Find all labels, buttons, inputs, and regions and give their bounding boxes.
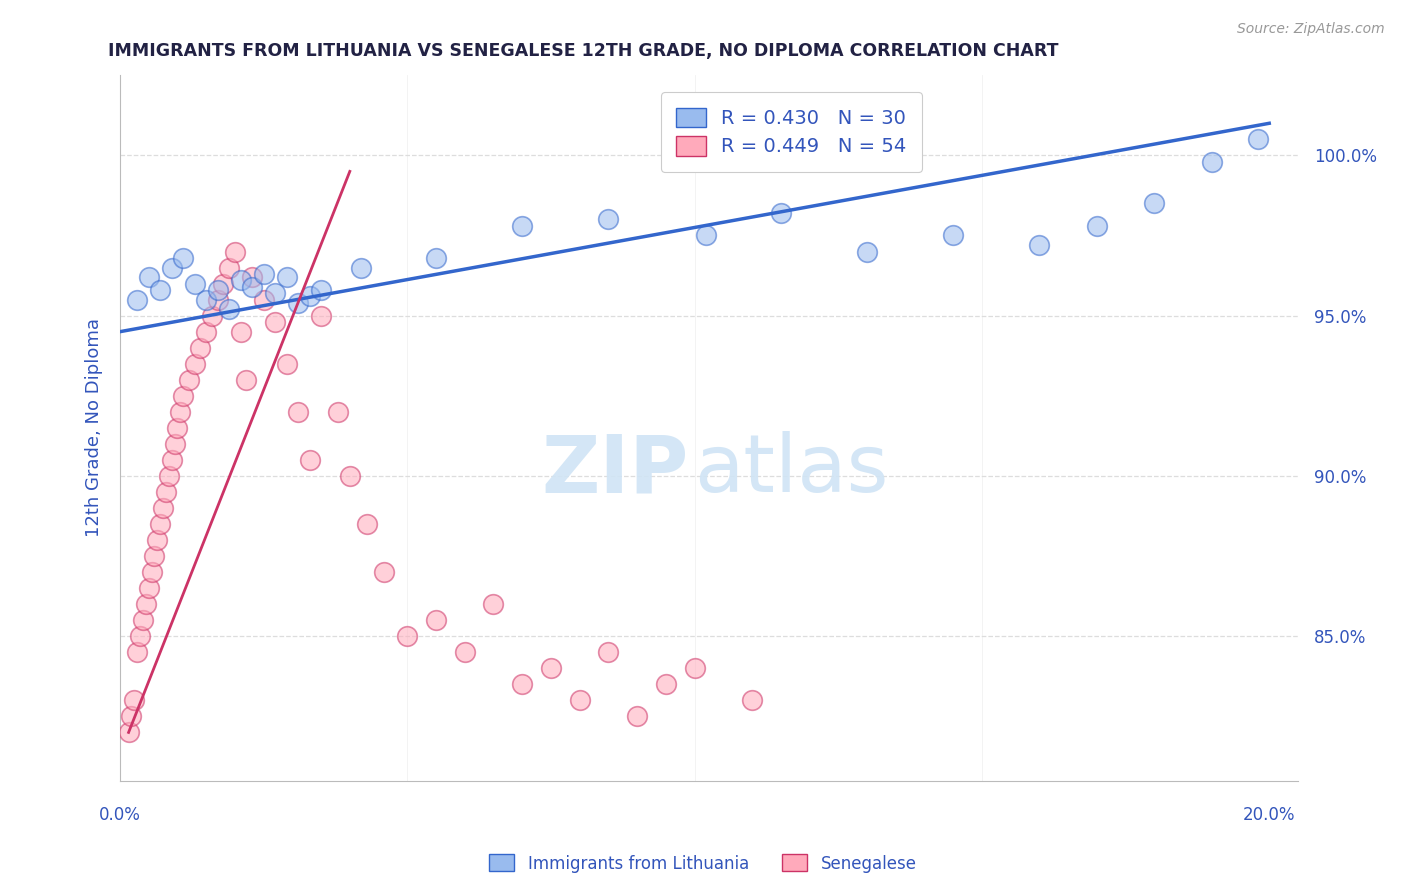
Text: IMMIGRANTS FROM LITHUANIA VS SENEGALESE 12TH GRADE, NO DIPLOMA CORRELATION CHART: IMMIGRANTS FROM LITHUANIA VS SENEGALESE …: [108, 42, 1059, 60]
Point: [253, 293, 276, 307]
Point: [229, 273, 252, 287]
Point: [183, 277, 205, 291]
Point: [163, 437, 186, 451]
Point: [229, 325, 252, 339]
Point: [195, 293, 218, 307]
Point: [350, 260, 373, 275]
Point: [152, 501, 174, 516]
Point: [942, 228, 965, 243]
Point: [1085, 219, 1108, 233]
Point: [287, 295, 309, 310]
Point: [298, 289, 321, 303]
Point: [695, 228, 717, 243]
Point: [157, 469, 180, 483]
Point: [769, 206, 792, 220]
Point: [373, 565, 395, 579]
Point: [224, 244, 246, 259]
Point: [129, 629, 152, 643]
Point: [120, 709, 142, 723]
Point: [146, 533, 169, 547]
Y-axis label: 12th Grade, No Diploma: 12th Grade, No Diploma: [86, 318, 103, 537]
Point: [124, 693, 146, 707]
Text: 0.0%: 0.0%: [98, 806, 141, 824]
Point: [117, 725, 139, 739]
Point: [135, 597, 157, 611]
Text: atlas: atlas: [695, 431, 889, 509]
Point: [183, 357, 205, 371]
Point: [683, 661, 706, 675]
Point: [212, 277, 235, 291]
Point: [160, 453, 183, 467]
Legend: R = 0.430   N = 30, R = 0.449   N = 54: R = 0.430 N = 30, R = 0.449 N = 54: [661, 92, 922, 172]
Point: [172, 251, 194, 265]
Point: [287, 405, 309, 419]
Point: [155, 485, 177, 500]
Point: [149, 283, 172, 297]
Point: [218, 302, 240, 317]
Point: [856, 244, 879, 259]
Point: [741, 693, 763, 707]
Point: [207, 293, 229, 307]
Point: [540, 661, 562, 675]
Point: [510, 219, 533, 233]
Point: [127, 645, 149, 659]
Point: [190, 341, 212, 355]
Point: [328, 405, 350, 419]
Point: [160, 260, 183, 275]
Point: [1143, 196, 1166, 211]
Point: [276, 357, 298, 371]
Point: [510, 677, 533, 691]
Point: [195, 325, 218, 339]
Point: [132, 613, 155, 627]
Point: [235, 373, 257, 387]
Point: [276, 270, 298, 285]
Point: [356, 516, 378, 531]
Point: [172, 389, 194, 403]
Text: 20.0%: 20.0%: [1243, 806, 1295, 824]
Point: [264, 315, 287, 329]
Point: [598, 212, 620, 227]
Legend: Immigrants from Lithuania, Senegalese: Immigrants from Lithuania, Senegalese: [482, 847, 924, 880]
Point: [207, 283, 229, 297]
Text: ZIP: ZIP: [541, 431, 689, 509]
Point: [253, 267, 276, 281]
Point: [598, 645, 620, 659]
Point: [626, 709, 648, 723]
Point: [127, 293, 149, 307]
Point: [425, 613, 447, 627]
Point: [568, 693, 591, 707]
Point: [264, 286, 287, 301]
Point: [1028, 238, 1050, 252]
Point: [309, 309, 332, 323]
Point: [655, 677, 678, 691]
Point: [309, 283, 332, 297]
Point: [425, 251, 447, 265]
Point: [138, 581, 160, 595]
Point: [1201, 154, 1223, 169]
Point: [141, 565, 163, 579]
Point: [169, 405, 191, 419]
Point: [1247, 132, 1270, 146]
Point: [482, 597, 505, 611]
Point: [396, 629, 419, 643]
Text: Source: ZipAtlas.com: Source: ZipAtlas.com: [1237, 22, 1385, 37]
Point: [166, 421, 188, 435]
Point: [240, 280, 263, 294]
Point: [201, 309, 224, 323]
Point: [454, 645, 477, 659]
Point: [339, 469, 361, 483]
Point: [149, 516, 172, 531]
Point: [298, 453, 321, 467]
Point: [218, 260, 240, 275]
Point: [143, 549, 166, 563]
Point: [240, 270, 263, 285]
Point: [177, 373, 200, 387]
Point: [138, 270, 160, 285]
